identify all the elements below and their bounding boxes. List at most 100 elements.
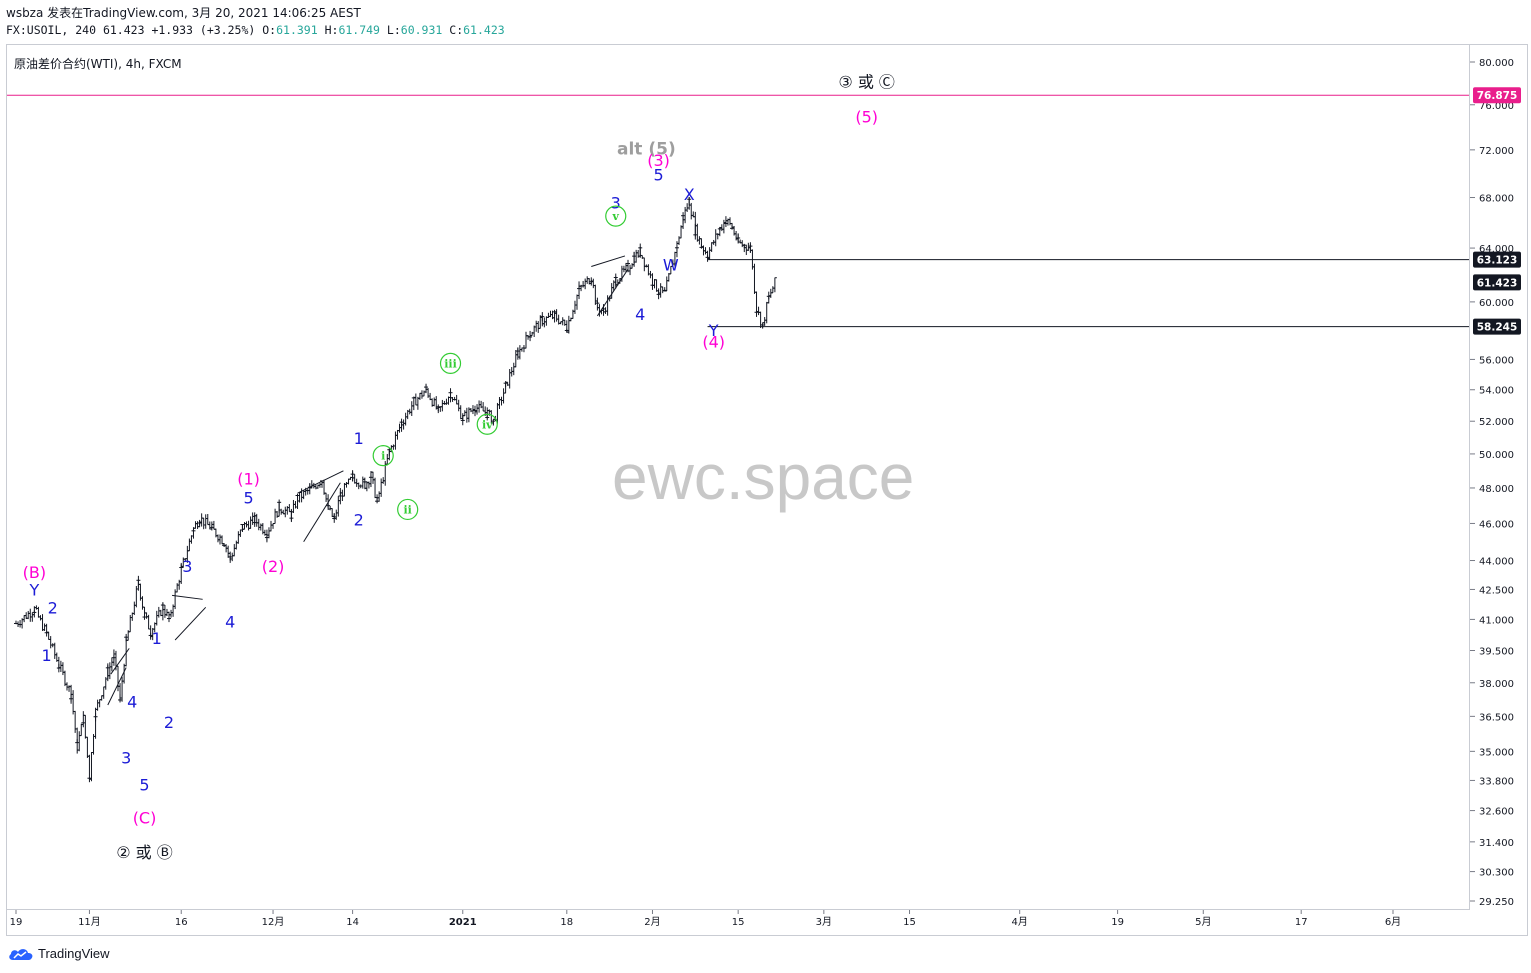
wave-label: (B)	[23, 563, 46, 582]
wave-label: iv	[482, 418, 493, 431]
y-tick-label: 32.600	[1479, 807, 1514, 818]
wave-label: 2	[164, 713, 174, 732]
y-tick-label: 50.000	[1479, 450, 1514, 461]
chart-pane[interactable]	[6, 44, 1470, 910]
wave-label: Y	[28, 580, 39, 599]
price-badge-label: 61.423	[1477, 277, 1518, 289]
y-tick-label: 80.000	[1479, 58, 1514, 69]
x-tick-label: 5月	[1195, 916, 1211, 928]
wave-label: X	[684, 185, 695, 204]
y-tick-label: 72.000	[1479, 146, 1514, 157]
wave-label: 2	[354, 510, 364, 529]
wave-label: alt (5)	[617, 140, 676, 160]
wave-label: ii	[404, 503, 412, 516]
open-label: O:	[262, 23, 277, 37]
wave-label: 1	[354, 429, 364, 448]
x-tick-label: 3月	[816, 916, 832, 928]
wave-label: (1)	[237, 469, 260, 488]
tradingview-cloud-icon	[9, 948, 33, 960]
wave-label: 3	[611, 194, 621, 213]
x-tick-label: 2021	[449, 917, 477, 928]
high-value: 61.749	[338, 23, 380, 37]
wave-label: i	[381, 450, 385, 463]
wave-label-circle	[439, 352, 462, 375]
wave-label: ③ 或 Ⓒ	[838, 72, 895, 91]
x-tick-label: 19	[10, 917, 23, 928]
x-tick-label: 18	[560, 917, 573, 928]
x-tick-label: 16	[175, 917, 188, 928]
wave-label-circle	[476, 413, 498, 435]
wave-label-circle	[372, 445, 394, 467]
y-tick-label: 68.000	[1479, 194, 1514, 205]
brand-name: TradingView	[38, 946, 110, 961]
symbol-interval: FX:USOIL, 240	[6, 23, 97, 37]
low-value: 60.931	[400, 23, 443, 37]
wave-label: 4	[635, 305, 645, 324]
x-tick-label: 12月	[262, 916, 285, 928]
price-badge	[1473, 87, 1521, 104]
y-tick-label: 38.000	[1479, 679, 1514, 690]
trendline	[110, 648, 130, 675]
tradingview-logo[interactable]: TradingView	[8, 946, 110, 961]
ohlc-legend: FX:USOIL, 240 61.423 +1.933 (+3.25%) O:6…	[6, 23, 505, 38]
wave-label: ② 或 Ⓑ	[116, 843, 173, 862]
trendline	[596, 268, 629, 317]
high-label: H:	[324, 23, 339, 37]
y-tick-label: 54.000	[1479, 386, 1514, 397]
price-axis[interactable]	[1470, 44, 1528, 910]
wave-label: 1	[152, 629, 162, 648]
wave-label: 5	[243, 489, 253, 508]
close-value: 61.423	[463, 23, 505, 37]
trendline	[303, 482, 341, 543]
y-tick-label: 44.000	[1479, 557, 1514, 568]
wave-label-circle	[397, 498, 419, 521]
y-tick-label: 30.300	[1479, 868, 1514, 879]
price-badge-label: 63.123	[1477, 255, 1518, 267]
wave-label: 4	[127, 692, 137, 711]
wave-label: Y	[708, 321, 719, 340]
y-tick-label: 29.250	[1479, 897, 1514, 908]
time-axis[interactable]	[6, 910, 1528, 936]
open-value: 61.391	[276, 23, 318, 37]
wave-label: 5	[654, 166, 664, 185]
trendline	[107, 667, 127, 706]
y-tick-label: 60.000	[1479, 298, 1514, 309]
x-tick-label: 4月	[1011, 916, 1027, 928]
price-badge-label: 58.245	[1477, 322, 1518, 334]
x-tick-label: 2月	[644, 916, 660, 928]
trendline	[174, 606, 207, 641]
y-tick-label: 33.800	[1479, 776, 1514, 787]
y-tick-label: 35.000	[1479, 747, 1514, 758]
y-tick-label: 76.000	[1479, 101, 1514, 112]
wave-label: 2	[48, 598, 58, 617]
wave-label: 5	[139, 775, 149, 794]
wave-label: (4)	[702, 333, 725, 352]
y-tick-label: 39.500	[1479, 646, 1514, 657]
wave-label: iii	[444, 357, 457, 370]
chart-title: 原油差价合约(WTI), 4h, FXCM	[14, 57, 182, 71]
trendline	[591, 255, 626, 267]
y-tick-label: 46.000	[1479, 519, 1514, 530]
watermark: ewc.space	[612, 441, 915, 513]
y-tick-label: 42.500	[1479, 585, 1514, 596]
trendline	[297, 470, 344, 494]
x-tick-label: 15	[732, 917, 745, 928]
wave-label: 3	[121, 748, 131, 767]
publish-info: wsbza 发表在TradingView.com, 3月 20, 2021 14…	[6, 6, 361, 20]
price-badge-label: 76.875	[1477, 90, 1518, 102]
price-badge	[1473, 251, 1521, 268]
price-badge	[1473, 318, 1521, 335]
x-tick-label: 15	[903, 917, 916, 928]
x-tick-label: 14	[346, 917, 359, 928]
wave-label: 1	[42, 646, 52, 665]
low-label: L:	[386, 23, 401, 37]
wave-label: W	[663, 256, 679, 275]
y-tick-label: 36.500	[1479, 712, 1514, 723]
price-change: +1.933 (+3.25%)	[151, 23, 256, 37]
wave-label-circle	[605, 205, 627, 227]
wave-label: 4	[225, 613, 235, 632]
wave-label: (2)	[262, 557, 285, 576]
trendline	[171, 594, 203, 600]
y-tick-label: 41.000	[1479, 615, 1514, 626]
